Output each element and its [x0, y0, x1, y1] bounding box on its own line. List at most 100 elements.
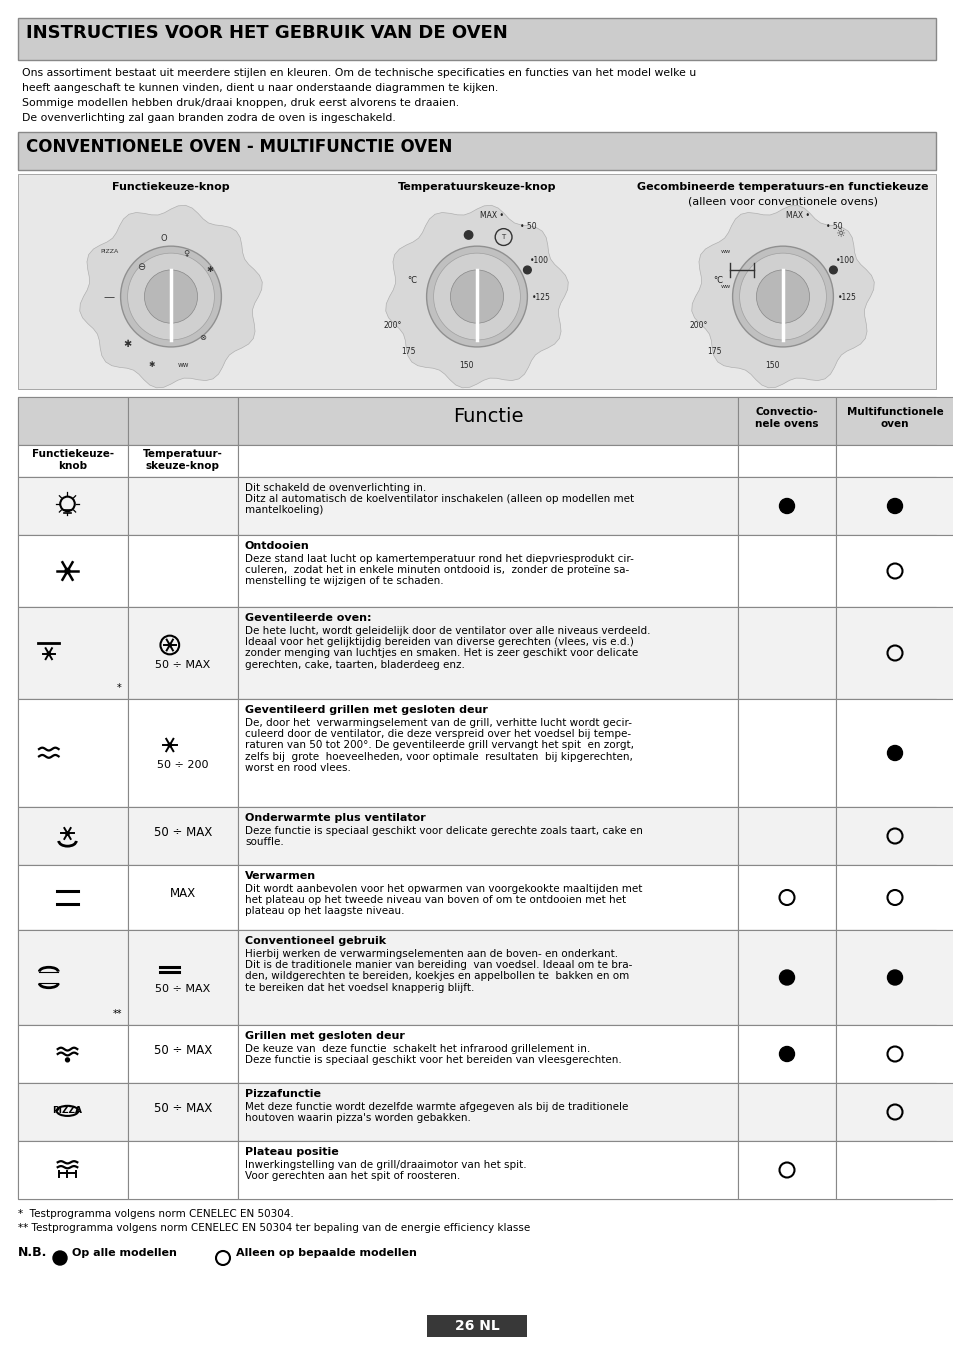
Bar	[237, 397, 738, 444]
Bar	[237, 929, 738, 1025]
Bar	[18, 18, 935, 59]
Circle shape	[450, 270, 503, 323]
Bar	[128, 698, 237, 807]
Bar	[835, 397, 953, 444]
Text: ✱: ✱	[206, 265, 213, 274]
Text: De hete lucht, wordt geleidelijk door de ventilator over alle niveaus verdeeld.: De hete lucht, wordt geleidelijk door de…	[245, 626, 650, 636]
Text: 50 ÷ MAX: 50 ÷ MAX	[153, 1101, 212, 1115]
Bar	[128, 1025, 237, 1084]
Text: 200°: 200°	[382, 322, 401, 330]
Bar	[18, 477, 935, 535]
Bar	[237, 444, 738, 477]
Text: culeren,  zodat het in enkele minuten ontdooid is,  zonder de proteïne sa-: culeren, zodat het in enkele minuten ont…	[245, 565, 629, 576]
Bar	[18, 1142, 935, 1198]
Text: Ontdooien: Ontdooien	[245, 540, 310, 551]
Bar	[18, 607, 935, 698]
Text: Inwerkingstelling van de grill/draaimotor van het spit.: Inwerkingstelling van de grill/draaimoto…	[245, 1161, 526, 1170]
Text: Dit wordt aanbevolen voor het opwarmen van voorgekookte maaltijden met: Dit wordt aanbevolen voor het opwarmen v…	[245, 884, 641, 894]
Text: Dit is de traditionele manier van bereiding  van voedsel. Ideaal om te bra-: Dit is de traditionele manier van bereid…	[245, 961, 632, 970]
Bar	[18, 1025, 935, 1084]
Text: Onderwarmte plus ventilator: Onderwarmte plus ventilator	[245, 813, 425, 823]
Bar	[18, 698, 935, 807]
Text: PIZZA: PIZZA	[100, 249, 118, 254]
Circle shape	[66, 832, 70, 835]
Circle shape	[779, 1047, 794, 1062]
Text: Multifunctionele: Multifunctionele	[845, 407, 943, 417]
Circle shape	[739, 253, 825, 340]
Bar	[18, 698, 128, 807]
Text: MAX: MAX	[170, 888, 196, 900]
Bar	[128, 1142, 237, 1198]
Bar	[128, 444, 237, 477]
Text: O: O	[160, 234, 167, 243]
Bar	[738, 477, 835, 535]
Text: Temperatuurskeuze-knop: Temperatuurskeuze-knop	[397, 182, 556, 192]
Text: zelfs bij  grote  hoeveelheden, voor optimale  resultaten  bij kipgerechten,: zelfs bij grote hoeveelheden, voor optim…	[245, 751, 632, 762]
Circle shape	[128, 253, 214, 340]
Text: Hierbij werken de verwarmingselementen aan de boven- en onderkant.: Hierbij werken de verwarmingselementen a…	[245, 948, 618, 959]
Bar	[835, 535, 953, 607]
Text: 175: 175	[706, 347, 720, 355]
Bar	[128, 535, 237, 607]
Text: 50 ÷ MAX: 50 ÷ MAX	[153, 825, 212, 839]
Bar	[18, 397, 935, 444]
Bar	[835, 929, 953, 1025]
Text: Functiekeuze-
knob: Functiekeuze- knob	[31, 449, 114, 470]
Bar	[128, 1084, 237, 1142]
Text: Deze stand laat lucht op kamertemperatuur rond het diepvriesprodukt cir-: Deze stand laat lucht op kamertemperatuu…	[245, 554, 633, 563]
Text: Geventileerde oven:: Geventileerde oven:	[245, 613, 371, 623]
Bar	[128, 865, 237, 929]
Text: Ideaal voor het gelijktijdig bereiden van diverse gerechten (vlees, vis e.d.): Ideaal voor het gelijktijdig bereiden va…	[245, 638, 633, 647]
Bar	[18, 865, 935, 929]
Bar	[738, 865, 835, 929]
Text: INSTRUCTIES VOOR HET GEBRUIK VAN DE OVEN: INSTRUCTIES VOOR HET GEBRUIK VAN DE OVEN	[26, 24, 507, 42]
Text: 50 ÷ MAX: 50 ÷ MAX	[153, 1043, 212, 1056]
Circle shape	[523, 266, 531, 274]
Text: den, wildgerechten te bereiden, koekjes en appelbollen te  bakken en om: den, wildgerechten te bereiden, koekjes …	[245, 971, 629, 981]
Text: ☼: ☼	[835, 230, 844, 239]
Text: —: —	[104, 292, 115, 303]
Circle shape	[779, 970, 794, 985]
Polygon shape	[691, 205, 873, 388]
Bar	[738, 444, 835, 477]
Text: 50 ÷ 200: 50 ÷ 200	[157, 761, 209, 770]
Bar	[237, 807, 738, 865]
Text: *  Testprogramma volgens norm CENELEC EN 50304.: * Testprogramma volgens norm CENELEC EN …	[18, 1209, 294, 1219]
Bar	[18, 397, 128, 444]
Text: De ovenverlichting zal gaan branden zodra de oven is ingeschakeld.: De ovenverlichting zal gaan branden zodr…	[22, 113, 395, 123]
Text: 150: 150	[764, 361, 779, 370]
Circle shape	[732, 246, 833, 347]
Bar	[738, 698, 835, 807]
Circle shape	[756, 270, 809, 323]
Bar	[128, 929, 237, 1025]
Text: MAX •: MAX •	[479, 211, 503, 220]
Circle shape	[53, 1251, 67, 1265]
Text: (alleen voor conventionele ovens): (alleen voor conventionele ovens)	[687, 196, 877, 205]
Text: souffle.: souffle.	[245, 838, 283, 847]
Text: houtoven waarin pizza's worden gebakken.: houtoven waarin pizza's worden gebakken.	[245, 1113, 471, 1123]
Circle shape	[120, 246, 221, 347]
Bar	[427, 1315, 526, 1337]
Bar	[18, 1025, 128, 1084]
Text: ww: ww	[720, 249, 730, 254]
Text: PIZZA: PIZZA	[52, 1106, 82, 1116]
Text: 175: 175	[400, 347, 415, 355]
Bar	[738, 535, 835, 607]
Text: °C: °C	[407, 276, 417, 285]
Text: 26 NL: 26 NL	[455, 1319, 498, 1333]
Circle shape	[886, 970, 902, 985]
Text: raturen van 50 tot 200°. De geventileerde grill vervangt het spit  en zorgt,: raturen van 50 tot 200°. De geventileerd…	[245, 740, 634, 750]
Text: • 50: • 50	[519, 222, 537, 231]
Polygon shape	[80, 205, 262, 388]
Circle shape	[464, 231, 473, 239]
Bar	[18, 444, 128, 477]
Text: 50 ÷ MAX: 50 ÷ MAX	[155, 661, 211, 670]
Bar	[18, 477, 128, 535]
Bar	[738, 607, 835, 698]
Bar	[835, 865, 953, 929]
Text: •100: •100	[835, 255, 854, 265]
Text: *: *	[117, 684, 122, 693]
Text: MAX •: MAX •	[784, 211, 809, 220]
Bar	[18, 607, 128, 698]
Bar	[237, 1025, 738, 1084]
